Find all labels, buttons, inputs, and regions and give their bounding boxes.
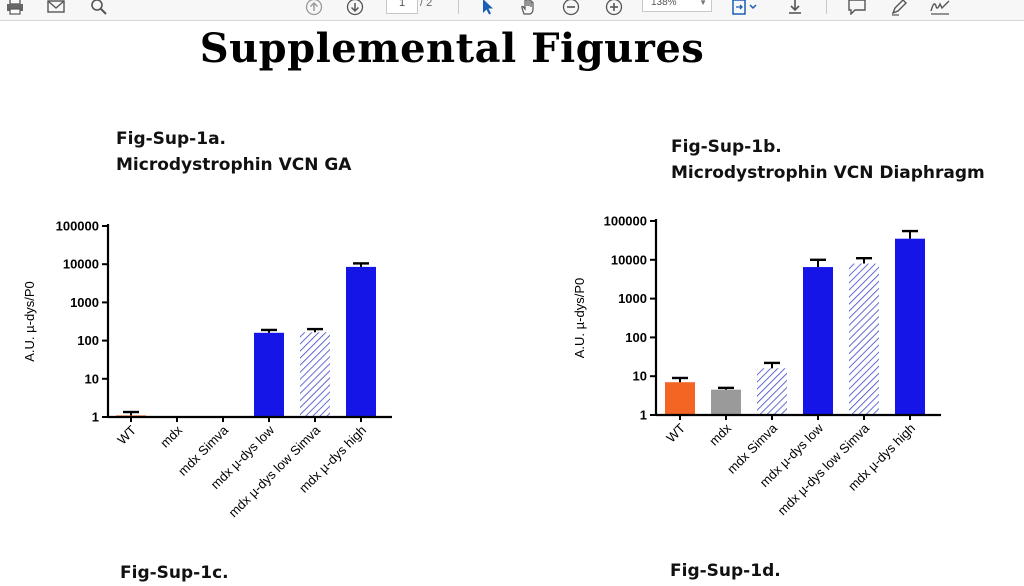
y-axis-label: A.U. µ-dys/P0 bbox=[22, 281, 37, 361]
x-tick-label: mdx bbox=[157, 422, 185, 450]
bar-3 bbox=[757, 368, 787, 415]
y-tick-label: 100000 bbox=[56, 219, 99, 234]
y-axis-label: A.U. µ-dys/P0 bbox=[572, 278, 587, 358]
y-tick-label: 100 bbox=[625, 330, 647, 345]
y-tick-label: 10 bbox=[633, 369, 647, 384]
y-tick-label: 10 bbox=[85, 371, 99, 386]
y-tick-label: 10000 bbox=[63, 257, 99, 272]
y-tick-label: 1000 bbox=[618, 291, 647, 306]
bar-2 bbox=[711, 390, 741, 415]
bar-4 bbox=[254, 333, 284, 417]
y-tick-label: 1 bbox=[92, 410, 99, 425]
x-tick-label: WT bbox=[114, 422, 139, 447]
bar-5 bbox=[849, 264, 879, 415]
y-tick-label: 10000 bbox=[611, 252, 647, 267]
y-tick-label: 100000 bbox=[604, 214, 647, 229]
y-tick-label: 1000 bbox=[70, 295, 99, 310]
bar-6 bbox=[346, 267, 376, 417]
y-tick-label: 1 bbox=[640, 408, 647, 423]
bar-4 bbox=[803, 267, 833, 415]
bar-1 bbox=[665, 382, 695, 415]
x-tick-label: mdx bbox=[706, 420, 734, 448]
bar-6 bbox=[895, 239, 925, 415]
x-tick-label: WT bbox=[663, 420, 688, 445]
bar-5 bbox=[300, 332, 330, 417]
y-tick-label: 100 bbox=[77, 333, 99, 348]
